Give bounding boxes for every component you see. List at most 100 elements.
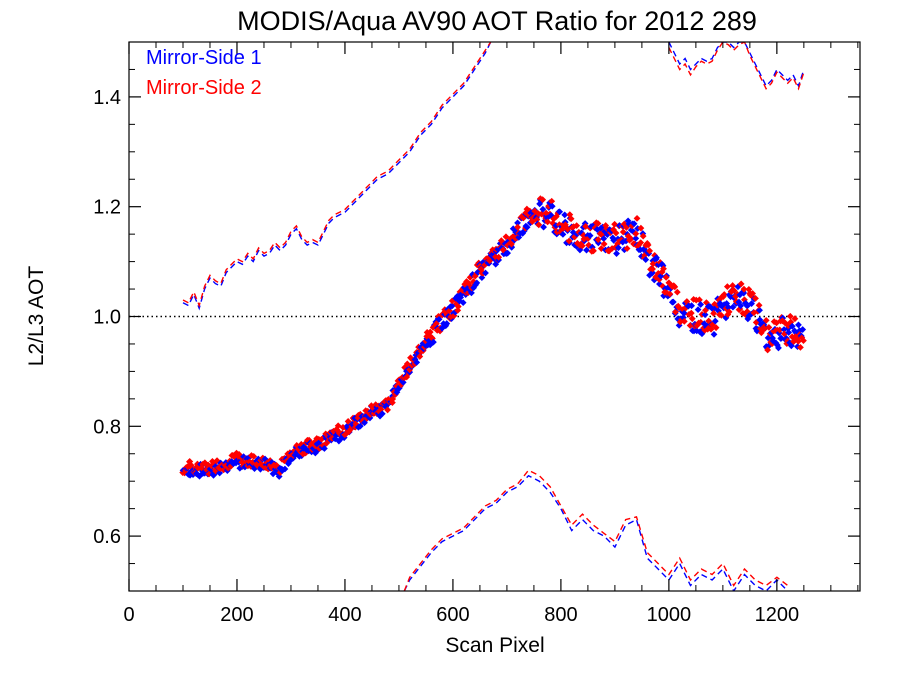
series-1-point	[796, 327, 803, 335]
series-2-point	[416, 353, 424, 360]
series-2-point	[749, 290, 757, 297]
series-2-point	[740, 285, 748, 293]
series-1-point	[561, 211, 569, 219]
series-2-point	[776, 326, 784, 334]
series-2-point	[717, 311, 725, 319]
series-1-point	[664, 292, 672, 300]
series-2-point	[574, 239, 581, 247]
series-1-point	[649, 269, 656, 277]
series-2-point	[465, 280, 473, 287]
series-2-point	[323, 439, 330, 447]
y-tick-label: 0.6	[93, 526, 121, 548]
x-tick-label: 0	[123, 604, 134, 626]
series-2-point	[375, 408, 383, 416]
series-1-point	[496, 240, 504, 247]
series-2-point	[644, 241, 652, 249]
series-1-point	[540, 223, 547, 231]
series-1-point	[278, 467, 286, 475]
series-2-point	[639, 232, 647, 240]
series-2-point	[701, 326, 709, 334]
series-1-point	[600, 235, 608, 243]
series-2-point	[646, 247, 654, 255]
series-1-point	[275, 473, 283, 480]
series-1-point	[795, 321, 802, 329]
series-2-point	[403, 360, 411, 368]
series-1-point	[756, 306, 763, 314]
series-2-point	[608, 245, 616, 252]
series-1-point	[482, 269, 489, 277]
series-2-point	[697, 318, 705, 326]
series-2-point	[495, 253, 503, 261]
series-2-point	[729, 282, 737, 289]
series-2-point	[794, 337, 802, 345]
series-2-point	[573, 222, 581, 230]
series-1-point	[788, 322, 796, 330]
series-1-point	[613, 250, 620, 257]
legend-entry-mirror-side-2: Mirror-Side 2	[146, 77, 262, 99]
series-1-point	[504, 249, 511, 257]
series-1-point	[588, 243, 596, 251]
series-2-point	[431, 322, 438, 330]
series-2-point	[535, 221, 543, 229]
series-1-point	[720, 301, 728, 309]
series-1-point	[320, 445, 328, 452]
series-2-point	[660, 265, 667, 273]
series-2-point	[433, 326, 441, 334]
series-2-point	[594, 220, 602, 227]
series-1-point	[711, 317, 719, 325]
series-2-point	[408, 362, 416, 369]
plot-content	[129, 42, 860, 591]
series-1-point	[438, 324, 446, 332]
series-2-point	[555, 221, 563, 229]
series-1-point	[743, 302, 751, 310]
series-1-point	[632, 235, 640, 242]
series-1-point	[664, 283, 672, 291]
series-2-point	[612, 229, 620, 237]
x-tick-label: 1000	[647, 604, 692, 626]
series-2-point	[198, 464, 206, 472]
series-2-point	[764, 346, 772, 354]
series-2-point	[723, 283, 731, 290]
x-tick-label: 200	[220, 604, 253, 626]
chart-title: MODIS/Aqua AV90 AOT Ratio for 2012 289	[237, 6, 757, 36]
series-2-point	[594, 236, 602, 243]
series-2-point	[600, 240, 608, 248]
series-2-point	[730, 287, 738, 295]
series-2-point	[786, 312, 794, 320]
series-2-point	[632, 230, 640, 238]
series-2-point	[797, 343, 804, 351]
series-1-point	[356, 422, 364, 430]
x-axis-label: Scan Pixel	[445, 634, 544, 657]
series-1-point	[216, 469, 224, 477]
series-1-point	[435, 315, 443, 323]
series-2-point	[366, 411, 374, 418]
series-2-point	[755, 301, 763, 309]
series-1-point	[620, 246, 628, 254]
series-1-point	[740, 289, 748, 297]
series-1-point	[232, 459, 240, 467]
series-2-point	[319, 442, 327, 449]
series-2-point	[737, 280, 745, 288]
series-2-point	[687, 309, 695, 317]
series-1-point	[281, 465, 289, 473]
series-2-point	[688, 315, 696, 323]
x-tick-label: 800	[544, 604, 577, 626]
series-1-point	[642, 256, 650, 264]
series-2-point	[627, 235, 635, 243]
series-1-point	[725, 304, 732, 311]
series-2-point	[672, 308, 679, 316]
series-1-point	[378, 410, 386, 418]
series-1-point	[650, 276, 658, 284]
series-2-point	[742, 311, 749, 319]
series-2-point	[710, 309, 717, 317]
plot-area	[129, 42, 860, 591]
series-2-point	[347, 425, 355, 433]
series-2-point	[623, 224, 630, 231]
series-2-upper-bound-line	[182, 42, 492, 308]
series-2-point	[454, 303, 462, 310]
series-1-point	[785, 329, 793, 336]
series-1-point	[680, 309, 688, 317]
y-axis-label: L2/L3 AOT	[25, 266, 48, 367]
series-2-point	[720, 291, 728, 298]
